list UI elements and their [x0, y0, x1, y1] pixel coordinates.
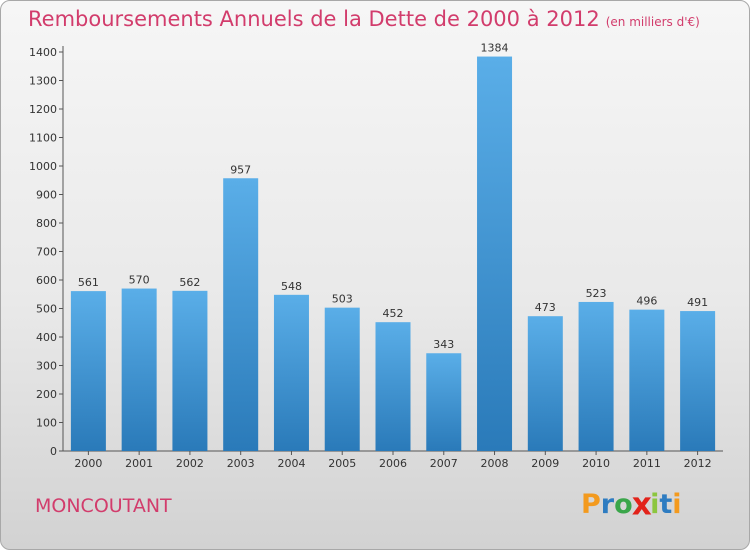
value-label-2003: 957	[230, 163, 251, 176]
y-tick-label: 1200	[29, 103, 57, 116]
bar-2003	[223, 178, 259, 451]
bar-2006	[375, 322, 411, 451]
value-label-2001: 570	[129, 274, 150, 287]
y-tick-label: 900	[36, 189, 57, 202]
bar-2012	[680, 311, 716, 451]
y-tick-label: 0	[50, 445, 57, 458]
chart-title: Remboursements Annuels de la Dette de 20…	[28, 7, 700, 31]
y-tick-label: 800	[36, 217, 57, 230]
x-tick-label-2011: 2011	[633, 457, 661, 470]
y-tick-label: 1000	[29, 160, 57, 173]
value-label-2006: 452	[383, 307, 404, 320]
unit-label: (en milliers d'€)	[605, 15, 700, 29]
bar-2009	[527, 316, 563, 451]
value-label-2002: 562	[179, 276, 200, 289]
logo-letter: i	[650, 489, 660, 520]
x-tick-label-2010: 2010	[582, 457, 610, 470]
x-tick-label-2008: 2008	[481, 457, 509, 470]
y-tick-label: 100	[36, 417, 57, 430]
bar-2007	[426, 353, 462, 451]
y-tick-label: 400	[36, 331, 57, 344]
x-tick-label-2005: 2005	[328, 457, 356, 470]
proxiti-logo: Proxiti	[581, 486, 682, 523]
x-tick-label-2000: 2000	[74, 457, 102, 470]
x-tick-label-2009: 2009	[531, 457, 559, 470]
value-label-2008: 1384	[481, 42, 509, 55]
logo-letter: t	[659, 489, 673, 520]
x-tick-label-2001: 2001	[125, 457, 153, 470]
logo-letter: i	[672, 489, 682, 520]
value-label-2000: 561	[78, 276, 99, 289]
y-tick-label: 1100	[29, 132, 57, 145]
x-tick-label-2003: 2003	[227, 457, 255, 470]
value-label-2007: 343	[433, 338, 454, 351]
value-label-2012: 491	[687, 296, 708, 309]
bar-2010	[578, 301, 614, 451]
y-tick-label: 500	[36, 303, 57, 316]
data-labels: 561 570 562 957 548 503 452 343 1384 473 523 496 491	[78, 42, 708, 352]
town-name: MONCOUTANT	[35, 495, 172, 517]
y-tick-label: 1300	[29, 75, 57, 88]
bar-2001	[121, 288, 157, 451]
bar-2002	[172, 290, 208, 451]
logo-letter: P	[581, 489, 601, 520]
y-tick-label: 200	[36, 388, 57, 401]
bars	[70, 56, 716, 452]
logo-letter: x	[631, 486, 652, 523]
axes: 0 100 200 300 400 500 600 700 800 900 1000 1100 1200…	[29, 46, 723, 470]
bar-2004	[273, 294, 309, 451]
bar-2000	[70, 291, 106, 451]
y-tick-label: 300	[36, 360, 57, 373]
x-tick-label-2004: 2004	[277, 457, 305, 470]
value-label-2005: 503	[332, 293, 353, 306]
value-label-2010: 523	[586, 287, 607, 300]
x-tick-label-2012: 2012	[684, 457, 712, 470]
chart-title-text: Remboursements Annuels de la Dette de 20…	[28, 7, 600, 31]
bar-2005	[324, 307, 360, 451]
value-label-2004: 548	[281, 280, 302, 293]
y-tick-label: 600	[36, 274, 57, 287]
logo-letter: o	[614, 489, 633, 520]
value-label-2011: 496	[636, 295, 657, 308]
x-tick-label-2006: 2006	[379, 457, 407, 470]
bar-2011	[629, 309, 665, 451]
bar-2008	[477, 56, 513, 452]
y-tick-label: 700	[36, 246, 57, 259]
logo-letter: r	[600, 489, 615, 520]
x-tick-label-2002: 2002	[176, 457, 204, 470]
x-tick-label-2007: 2007	[430, 457, 458, 470]
y-tick-label: 1400	[29, 46, 57, 59]
value-label-2009: 473	[535, 301, 556, 314]
